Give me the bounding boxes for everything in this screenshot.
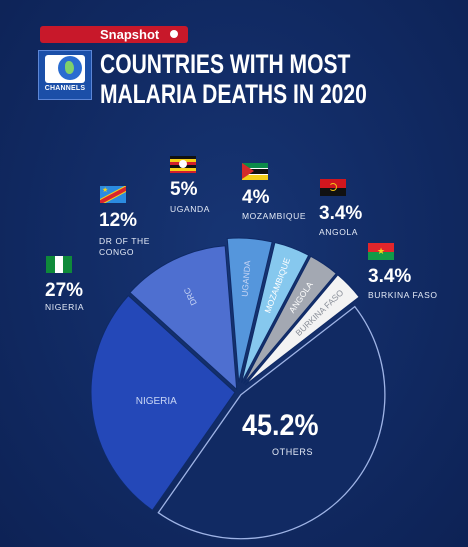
mozambique-percent: 4% — [242, 187, 270, 208]
burkina-faso-label: BURKINA FASO — [368, 290, 438, 300]
drc-label-line2: CONGO — [99, 247, 135, 257]
pie-slice-others — [157, 305, 386, 540]
snapshot-label: Snapshot — [100, 27, 160, 42]
pie-label-uganda: UGANDA — [240, 260, 253, 297]
angola-percent: 3.4% — [319, 203, 363, 224]
pie-slice-mozambique — [241, 241, 310, 383]
logo-text: CHANNELS — [44, 85, 86, 92]
record-dot-icon — [170, 30, 178, 38]
logo-badge — [45, 55, 85, 83]
globe-icon — [58, 56, 82, 80]
title-line-2: MALARIA DEATHS IN 2020 — [100, 79, 367, 109]
mozambique-label: MOZAMBIQUE — [242, 211, 307, 221]
nigeria-percent: 27% — [45, 280, 84, 301]
others-percent: 45.2% — [242, 409, 319, 442]
angola-label: ANGOLA — [319, 227, 359, 237]
chart-title: COUNTRIES WITH MOST MALARIA DEATHS IN 20… — [100, 49, 367, 109]
snapshot-badge — [40, 26, 188, 43]
angola-flag-icon — [320, 179, 346, 196]
nigeria-label: NIGERIA — [45, 302, 85, 312]
burkina-faso-percent: 3.4% — [368, 266, 412, 287]
title-line-1: COUNTRIES WITH MOST — [100, 49, 351, 79]
others-label: OTHERS — [272, 447, 314, 457]
channels-logo: CHANNELS — [38, 50, 92, 100]
nigeria-flag-icon — [46, 256, 72, 273]
pie-slice-nigeria — [90, 294, 236, 511]
drc-percent: 12% — [99, 210, 138, 231]
burkina-faso-flag-icon: ★ — [368, 243, 394, 260]
mozambique-flag-icon — [242, 163, 268, 180]
pie-slice-drc — [129, 245, 238, 391]
pie-slice-uganda — [226, 237, 273, 383]
pie-slice-angola — [243, 255, 337, 385]
drc-flag-icon: ★ — [100, 186, 126, 203]
pie-slice-burkina-faso — [244, 274, 360, 386]
pie-label-nigeria: NIGERIA — [136, 396, 177, 407]
uganda-label: UGANDA — [170, 204, 210, 214]
drc-label-line1: DR OF THE — [99, 236, 151, 246]
uganda-percent: 5% — [170, 179, 198, 200]
uganda-flag-icon — [170, 156, 196, 173]
